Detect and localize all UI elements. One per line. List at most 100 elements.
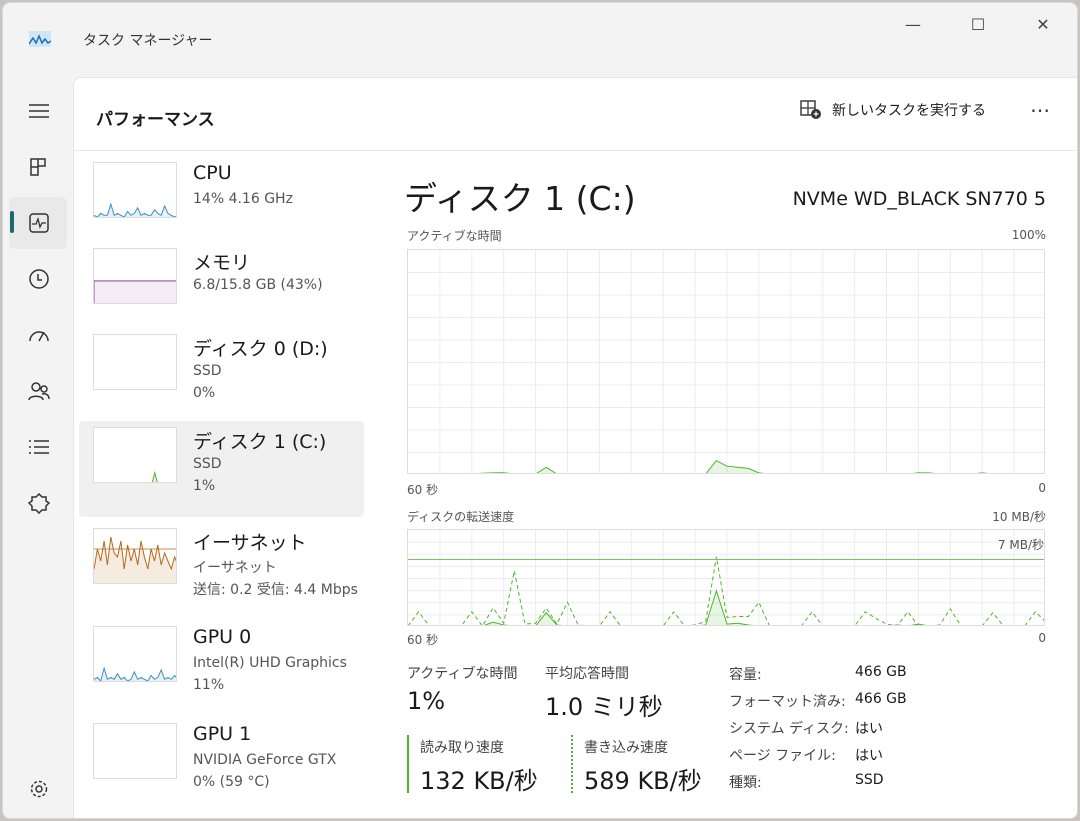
write-speed-value: 589 KB/秒	[584, 767, 702, 795]
sidebar-item-thumbnail	[93, 528, 177, 584]
property-value: はい	[855, 748, 883, 764]
transfer-chart-xmax: 0	[1038, 631, 1046, 645]
property-label: 種類:	[729, 775, 762, 791]
services-icon[interactable]	[23, 487, 55, 519]
sparkline	[94, 536, 176, 583]
performance-icon[interactable]	[23, 207, 55, 239]
app-history-icon[interactable]	[23, 263, 55, 295]
sidebar-item-name: GPU 1	[193, 723, 252, 745]
read-speed-value: 132 KB/秒	[420, 767, 538, 795]
active-time-chart-xmax: 0	[1038, 481, 1046, 495]
read-rate-line	[483, 589, 927, 625]
response-time-label: 平均応答時間	[545, 666, 629, 682]
active-time-chart-max: 100%	[1011, 228, 1046, 242]
sidebar-item[interactable]: ディスク 0 (D:) SSD 0%	[79, 328, 364, 424]
sidebar-item-thumbnail	[93, 626, 177, 682]
users-icon[interactable]	[23, 375, 55, 407]
run-new-task-label: 新しいタスクを実行する	[832, 103, 986, 119]
sidebar-item-thumbnail	[93, 427, 177, 483]
write-rate-line	[408, 556, 1044, 625]
write-speed-label: 書き込み速度	[584, 740, 668, 756]
header-divider	[74, 150, 1077, 151]
sidebar-item-thumbnail	[93, 723, 177, 779]
transfer-chart-title: ディスクの転送速度	[407, 510, 515, 524]
active-time-value: 1%	[407, 687, 446, 715]
active-time-chart	[407, 249, 1045, 474]
property-label: 容量:	[729, 667, 762, 683]
sparkline	[151, 470, 158, 482]
sidebar-item[interactable]: GPU 0 Intel(R) UHD Graphics 11%	[79, 620, 364, 716]
startup-icon[interactable]	[23, 319, 55, 351]
property-value: 466 GB	[855, 664, 907, 680]
disk-model: NVMe WD_BLACK SN770 5	[792, 188, 1046, 210]
sparkline	[94, 280, 176, 303]
menu-icon[interactable]	[23, 95, 55, 127]
write-legend-line	[571, 735, 573, 793]
property-label: ページ ファイル:	[729, 748, 836, 764]
run-new-task-button[interactable]: 新しいタスクを実行する	[800, 100, 986, 120]
sidebar-item-sub1: イーサネット	[193, 560, 277, 576]
sparkline	[94, 724, 177, 779]
sidebar-item-sub1: SSD	[193, 456, 222, 472]
sidebar-item-name: ディスク 0 (D:)	[193, 338, 328, 360]
nav-selected-bg	[9, 197, 67, 249]
disk-title: ディスク 1 (C:)	[404, 179, 636, 218]
details-icon[interactable]	[23, 431, 55, 463]
sidebar-item-thumbnail	[93, 334, 177, 390]
nav-selected-indicator	[10, 211, 14, 233]
property-value: SSD	[855, 772, 884, 788]
sidebar-item-sub2: 0%	[193, 385, 216, 401]
sidebar-item-sub1: Intel(R) UHD Graphics	[193, 655, 347, 671]
active-time-line	[479, 459, 989, 473]
sidebar-item-name: イーサネット	[193, 532, 307, 554]
property-label: フォーマット済み:	[729, 694, 846, 710]
gear-icon[interactable]	[23, 773, 55, 805]
sidebar-item-sub1: NVIDIA GeForce GTX	[193, 752, 337, 768]
sidebar-item-sub1: 14% 4.16 GHz	[193, 191, 293, 207]
sidebar-item[interactable]: GPU 1 NVIDIA GeForce GTX 0% (59 °C)	[79, 717, 364, 813]
sidebar-item[interactable]: CPU 14% 4.16 GHz	[79, 156, 364, 252]
minimize-button[interactable]: —	[905, 15, 921, 34]
active-time-chart-xmin: 60 秒	[407, 483, 439, 497]
transfer-chart-ref-label: 7 MB/秒	[997, 538, 1044, 552]
page-title: パフォーマンス	[96, 110, 215, 130]
sparkline	[94, 666, 176, 681]
read-speed-label: 読み取り速度	[420, 740, 504, 756]
active-time-chart-title: アクティブな時間	[407, 229, 502, 243]
active-time-label: アクティブな時間	[407, 666, 518, 682]
sidebar-item-thumbnail	[93, 248, 177, 304]
sidebar-item-sub1: SSD	[193, 363, 222, 379]
sidebar-item[interactable]: メモリ 6.8/15.8 GB (43%)	[79, 242, 364, 338]
performance-panel: パフォーマンス 新しいタスクを実行する ⋯ CPU 14% 4.16 GHz メ…	[73, 77, 1077, 818]
close-button[interactable]: ✕	[1036, 15, 1050, 34]
read-legend-line	[407, 735, 409, 793]
transfer-rate-chart	[407, 529, 1045, 626]
transfer-chart-xmin: 60 秒	[407, 633, 439, 647]
sparkline	[94, 202, 176, 217]
sidebar-item-sub1: 6.8/15.8 GB (43%)	[193, 277, 323, 293]
sparkline	[94, 335, 177, 390]
maximize-button[interactable]: ☐	[970, 15, 986, 34]
property-value: はい	[855, 721, 883, 737]
property-value: 466 GB	[855, 691, 907, 707]
sidebar-item-name: GPU 0	[193, 626, 252, 648]
transfer-chart-max: 10 MB/秒	[992, 510, 1046, 524]
task-manager-app-icon	[29, 31, 51, 47]
sidebar-item-thumbnail	[93, 162, 177, 218]
sidebar-item-sub2: 1%	[193, 478, 216, 494]
sidebar-item-name: CPU	[193, 162, 232, 184]
sidebar-item-sub2: 0% (59 °C)	[193, 774, 270, 790]
response-time-value: 1.0 ミリ秒	[545, 693, 663, 721]
sidebar-item[interactable]: ディスク 1 (C:) SSD 1%	[79, 421, 364, 517]
sidebar-item-name: ディスク 1 (C:)	[193, 431, 327, 453]
sidebar-item[interactable]: イーサネット イーサネット 送信: 0.2 受信: 4.4 Mbps	[79, 522, 364, 618]
new-task-icon	[800, 100, 821, 119]
window-title: タスク マネージャー	[83, 33, 213, 49]
sidebar-item-name: メモリ	[193, 252, 251, 274]
sidebar-item-sub2: 11%	[193, 677, 225, 693]
property-label: システム ディスク:	[729, 721, 849, 737]
more-options-button[interactable]: ⋯	[1030, 98, 1051, 122]
sidebar-item-sub2: 送信: 0.2 受信: 4.4 Mbps	[193, 582, 358, 598]
processes-icon[interactable]	[23, 151, 55, 183]
